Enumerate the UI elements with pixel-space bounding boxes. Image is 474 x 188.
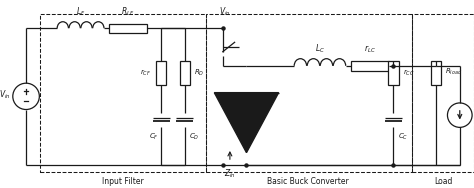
Bar (109, 24, 147, 33)
Bar (351, 61, 389, 70)
Text: $C_F$: $C_F$ (149, 132, 159, 142)
Bar (206, 14, 412, 171)
Text: $L_F$: $L_F$ (76, 5, 85, 18)
Bar (388, 61, 399, 85)
Bar (180, 61, 190, 85)
Polygon shape (214, 93, 279, 153)
Text: $C_D$: $C_D$ (189, 132, 200, 142)
Text: $r_{CC}$: $r_{CC}$ (403, 68, 414, 78)
Text: $R_D$: $R_D$ (194, 68, 204, 78)
Text: Basic Buck Converter: Basic Buck Converter (267, 177, 349, 186)
Text: $V_{in}$: $V_{in}$ (0, 89, 10, 101)
Bar (412, 14, 474, 171)
Text: $Z_{in}$: $Z_{in}$ (224, 168, 236, 180)
Text: $V_{in}$: $V_{in}$ (219, 5, 231, 18)
Text: Input Filter: Input Filter (102, 177, 144, 186)
Text: $C_C$: $C_C$ (398, 132, 408, 142)
Text: $R_{load}$: $R_{load}$ (446, 66, 463, 77)
Text: Load: Load (434, 177, 452, 186)
Bar (431, 61, 441, 85)
Text: $r_{CF}$: $r_{CF}$ (140, 68, 152, 78)
Text: $L_C$: $L_C$ (315, 43, 325, 55)
Bar (156, 61, 166, 85)
Text: $r_{LC}$: $r_{LC}$ (364, 44, 375, 55)
Bar (40, 14, 206, 171)
Text: $R_{LF}$: $R_{LF}$ (121, 5, 135, 18)
